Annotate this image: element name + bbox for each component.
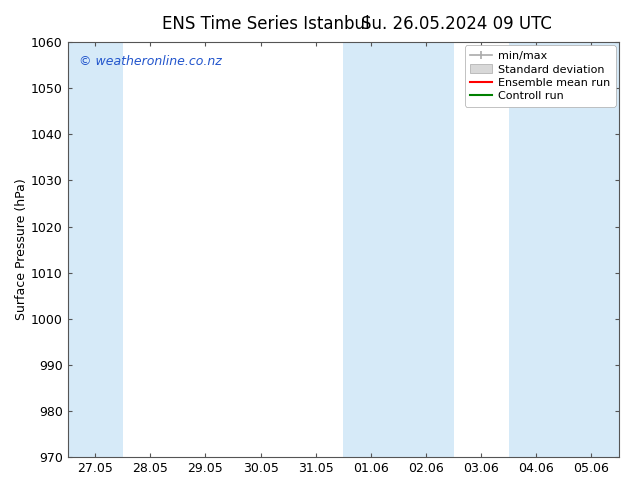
Legend: min/max, Standard deviation, Ensemble mean run, Controll run: min/max, Standard deviation, Ensemble me… — [465, 46, 616, 107]
Text: Su. 26.05.2024 09 UTC: Su. 26.05.2024 09 UTC — [361, 15, 552, 33]
Y-axis label: Surface Pressure (hPa): Surface Pressure (hPa) — [15, 179, 28, 320]
Text: ENS Time Series Istanbul: ENS Time Series Istanbul — [162, 15, 370, 33]
Bar — [343, 42, 453, 457]
Text: © weatheronline.co.nz: © weatheronline.co.nz — [79, 54, 221, 68]
Bar — [67, 42, 122, 457]
Bar — [508, 42, 619, 457]
